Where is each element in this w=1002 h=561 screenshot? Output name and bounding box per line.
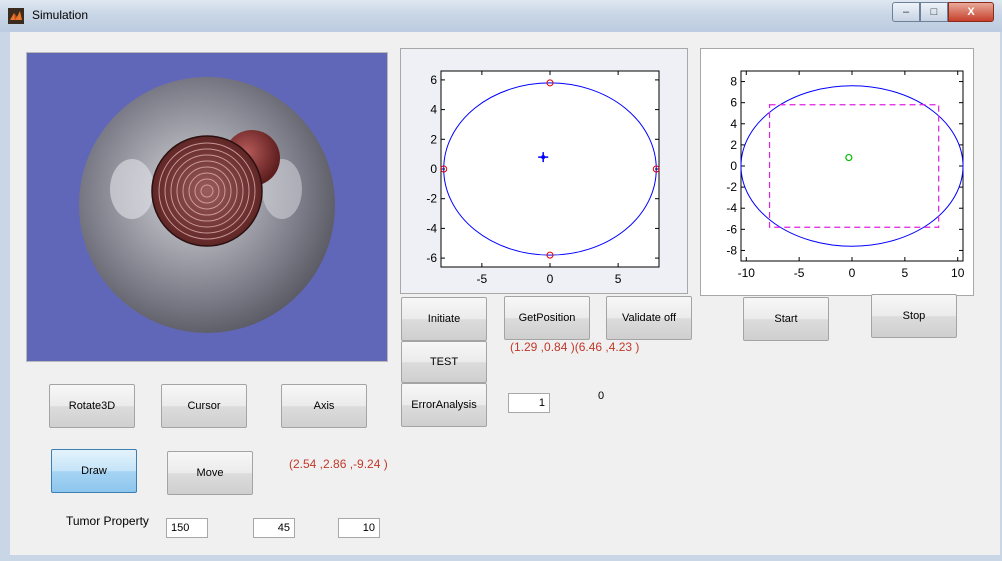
y-tick-label: -2 [426, 192, 437, 206]
y-tick-label: 2 [730, 138, 737, 152]
y-tick-label: 4 [730, 117, 737, 131]
y-tick-label: 8 [730, 75, 737, 89]
matlab-icon [8, 8, 24, 24]
cursor-button[interactable]: Cursor [161, 384, 247, 428]
plot2-panel: 8 6 4 2 0 -2 -4 -6 -8 -10 -5 0 5 10 [700, 48, 974, 296]
plot2-axes[interactable]: 8 6 4 2 0 -2 -4 -6 -8-10 -5 0 5 10 [701, 49, 973, 295]
window-controls: – □ X [892, 2, 994, 22]
window-frame-right [1000, 32, 1002, 561]
cursor-coords-readout: (2.54 ,2.86 ,-9.24 ) [289, 457, 388, 471]
window-frame-left [0, 32, 10, 561]
error-analysis-input[interactable] [508, 393, 550, 413]
x-tick-label: 10 [951, 266, 965, 280]
y-tick-label: 6 [730, 96, 737, 110]
erroranalysis-button[interactable]: ErrorAnalysis [401, 383, 487, 427]
y-tick-label: -2 [726, 180, 737, 194]
y-tick-label: 0 [730, 159, 737, 173]
lens-disk [151, 135, 263, 247]
tumor-property-label: Tumor Property [66, 514, 149, 528]
y-tick-label: -4 [426, 221, 437, 235]
initiate-button[interactable]: Initiate [401, 297, 487, 341]
getposition-button[interactable]: GetPosition [504, 296, 590, 340]
window-frame-bottom [0, 555, 1002, 561]
red-circle-marker [440, 165, 448, 173]
green-circle-marker [845, 153, 853, 162]
eye-model-render [79, 77, 335, 333]
close-button[interactable]: X [948, 2, 994, 22]
rotate3d-button[interactable]: Rotate3D [49, 384, 135, 428]
tumor-property-field-2[interactable] [253, 518, 295, 538]
plot-area [740, 70, 964, 262]
y-tick-label: 4 [430, 103, 437, 117]
validate-off-button[interactable]: Validate off [606, 296, 692, 340]
y-tick-label: -8 [726, 243, 737, 257]
red-circle-marker [546, 79, 554, 87]
ellipse-curve [443, 82, 657, 256]
3d-view[interactable] [26, 52, 388, 362]
y-tick-label: -4 [726, 201, 737, 215]
title-bar[interactable]: Simulation – □ X [0, 0, 1002, 32]
tumor-property-field-1[interactable] [166, 518, 208, 538]
x-tick-label: 5 [902, 266, 909, 280]
dashed-bounding-rect [768, 104, 940, 228]
y-tick-label: 0 [430, 162, 437, 176]
window-title: Simulation [32, 8, 89, 22]
x-tick-label: 5 [615, 272, 622, 286]
start-button[interactable]: Start [743, 297, 829, 341]
y-tick-label: -6 [426, 251, 437, 265]
maximize-button[interactable]: □ [920, 2, 948, 22]
x-tick-label: -5 [794, 266, 805, 280]
test-button[interactable]: TEST [401, 341, 487, 383]
positions-readout: (1.29 ,0.84 )(6.46 ,4.23 ) [510, 340, 640, 354]
x-tick-label: -10 [738, 266, 756, 280]
lens-rings [158, 142, 256, 240]
x-tick-label: 0 [849, 266, 856, 280]
draw-toggle-button[interactable]: Draw [51, 449, 137, 493]
minimize-button[interactable]: – [892, 2, 920, 22]
x-tick-label: -5 [477, 272, 488, 286]
plot-area [440, 70, 660, 268]
ellipse-curve [740, 85, 964, 247]
center-dot-marker [541, 155, 546, 160]
plot1-axes[interactable]: 6 4 2 0 -2 -4 -6 -5 0 5 [401, 49, 687, 293]
move-button[interactable]: Move [167, 451, 253, 495]
y-tick-label: 2 [430, 132, 437, 146]
error-count-readout: 0 [598, 390, 605, 402]
plot1-panel: 6 4 2 0 -2 -4 -6 -5 0 5 [400, 48, 688, 294]
x-tick-label: 0 [547, 272, 554, 286]
red-circle-marker [546, 251, 554, 259]
stop-button[interactable]: Stop [871, 294, 957, 338]
red-circle-marker [652, 165, 660, 173]
axis-button[interactable]: Axis [281, 384, 367, 428]
y-tick-label: 6 [430, 73, 437, 87]
y-tick-label: -6 [726, 222, 737, 236]
tumor-property-field-3[interactable] [338, 518, 380, 538]
